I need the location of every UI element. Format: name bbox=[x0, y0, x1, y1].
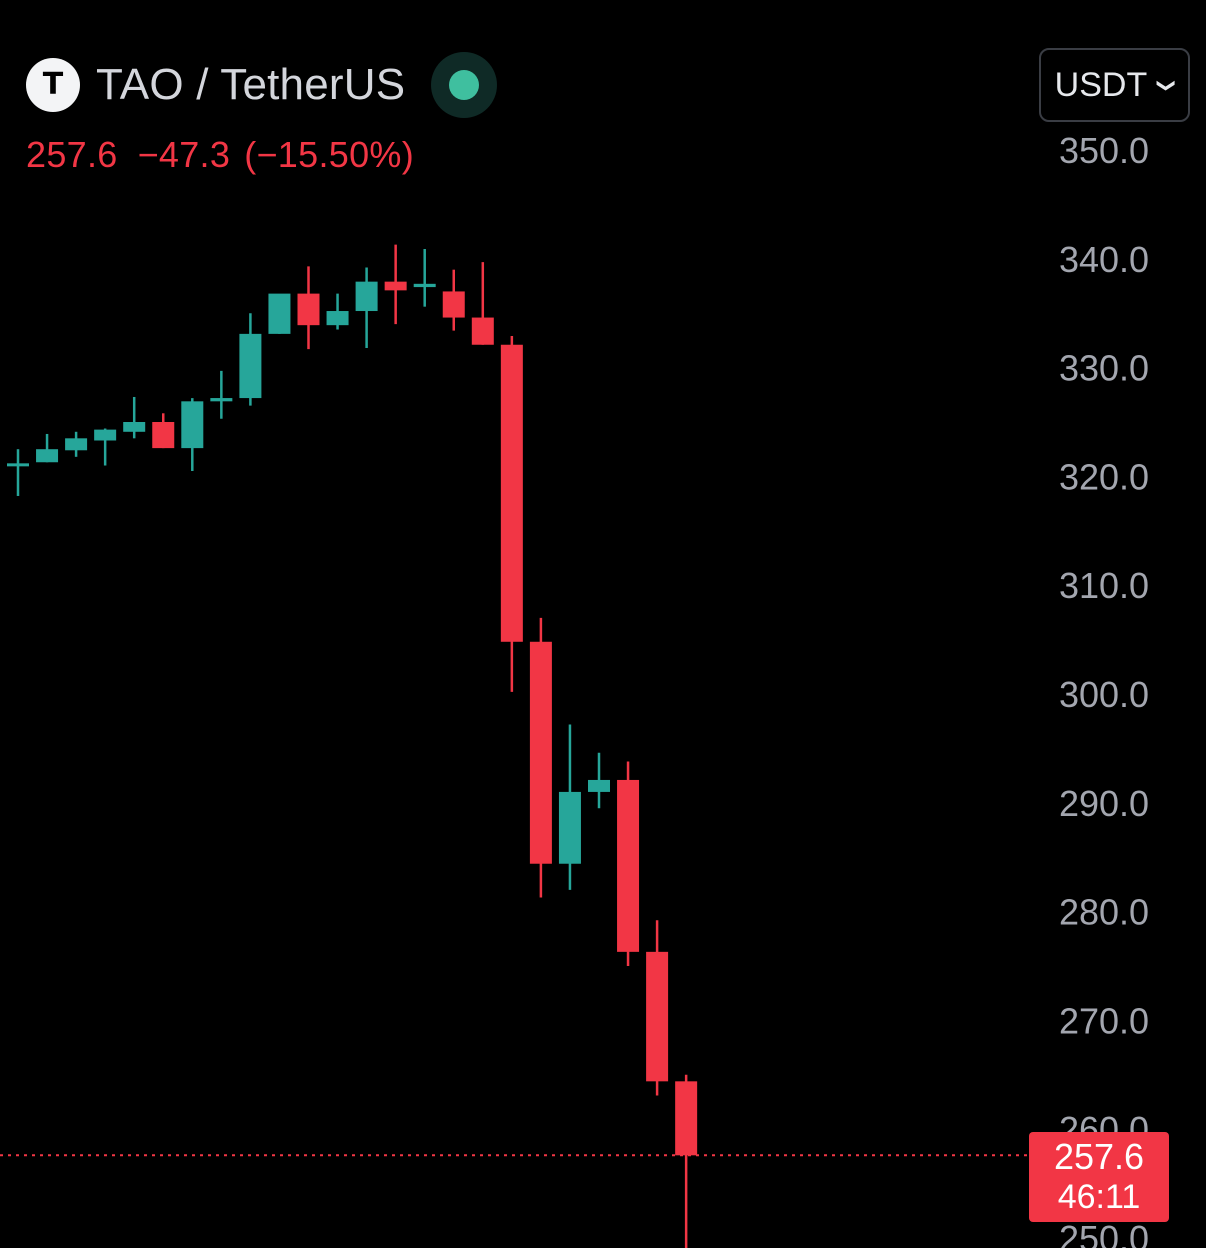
price-axis-tick: 330.0 bbox=[1059, 348, 1149, 389]
candle-body bbox=[384, 281, 407, 291]
candle[interactable] bbox=[7, 449, 29, 496]
candle-body bbox=[297, 293, 320, 326]
candle-body bbox=[94, 429, 117, 441]
candle-body bbox=[355, 281, 378, 312]
candle[interactable] bbox=[471, 262, 494, 345]
candle-body bbox=[152, 422, 175, 449]
price-change: −47.3 bbox=[137, 134, 231, 175]
price-change-percent: (−15.50%) bbox=[244, 134, 414, 175]
price-axis-tick: 270.0 bbox=[1059, 1000, 1149, 1041]
price-axis-tick: 300.0 bbox=[1059, 674, 1149, 715]
candle[interactable] bbox=[94, 428, 117, 466]
candle[interactable] bbox=[326, 293, 349, 330]
candle-body bbox=[36, 449, 59, 463]
candle-body bbox=[65, 438, 88, 451]
candle-body bbox=[471, 317, 494, 345]
candle-body bbox=[588, 779, 610, 792]
pair-title[interactable]: TAO / TetherUS bbox=[96, 60, 406, 109]
candle[interactable] bbox=[500, 336, 523, 692]
price-axis-tick: 310.0 bbox=[1059, 565, 1149, 606]
candle-body bbox=[181, 401, 204, 449]
candle[interactable] bbox=[297, 266, 320, 350]
candle[interactable] bbox=[65, 431, 88, 457]
price-axis-tick: 340.0 bbox=[1059, 239, 1149, 280]
candle[interactable] bbox=[355, 267, 378, 349]
price-axis-tick: 350.0 bbox=[1059, 130, 1149, 171]
price-axis-tick: 320.0 bbox=[1059, 456, 1149, 497]
candle[interactable] bbox=[181, 398, 204, 471]
candle[interactable] bbox=[442, 269, 465, 331]
chevron-down-icon: ❯ bbox=[1157, 77, 1178, 93]
candle[interactable] bbox=[529, 617, 552, 898]
logo-glyph: T bbox=[42, 67, 64, 102]
candle[interactable] bbox=[384, 244, 407, 325]
tao-logo-icon: T bbox=[26, 58, 80, 112]
candle-body bbox=[268, 293, 291, 334]
candle[interactable] bbox=[36, 433, 59, 463]
candle-body bbox=[675, 1081, 698, 1156]
candles-layer bbox=[7, 244, 698, 1248]
candle-body bbox=[239, 333, 262, 399]
candle[interactable] bbox=[152, 413, 175, 449]
candle[interactable] bbox=[588, 752, 610, 809]
last-price: 257.6 bbox=[26, 134, 118, 175]
candle-body bbox=[529, 641, 552, 864]
candle-body bbox=[558, 791, 581, 864]
price-axis: 350.0 340.0 330.0 320.0 310.0 300.0 290.0 280.0… bbox=[1059, 130, 1149, 1248]
candle-body bbox=[413, 283, 436, 288]
candle-countdown: 46:11 bbox=[1057, 1178, 1141, 1216]
candle-body bbox=[123, 422, 146, 432]
candle-body bbox=[500, 344, 523, 642]
candle-body bbox=[7, 463, 29, 467]
candle-body bbox=[646, 951, 669, 1082]
candle[interactable] bbox=[413, 249, 436, 307]
candle[interactable] bbox=[123, 396, 146, 439]
price-axis-tick: 250.0 bbox=[1059, 1218, 1149, 1248]
candle[interactable] bbox=[558, 724, 581, 890]
candle[interactable] bbox=[675, 1074, 698, 1248]
status-dot-icon bbox=[449, 70, 480, 100]
market-status-indicator bbox=[431, 52, 498, 118]
candle-body bbox=[442, 291, 465, 318]
candle-body bbox=[326, 311, 349, 326]
candle[interactable] bbox=[239, 313, 262, 406]
chart-header: T TAO / TetherUS bbox=[26, 52, 498, 118]
candle[interactable] bbox=[268, 293, 291, 334]
candle-body bbox=[210, 398, 233, 402]
price-quote: 257.6 −47.3 (−15.50%) bbox=[26, 134, 434, 176]
last-price-badge: 257.6 46:11 bbox=[1029, 1132, 1169, 1222]
price-axis-tick: 280.0 bbox=[1059, 892, 1149, 933]
price-axis-tick: 290.0 bbox=[1059, 783, 1149, 824]
candle[interactable] bbox=[210, 370, 233, 419]
candle[interactable] bbox=[646, 920, 669, 1096]
currency-selector[interactable]: USDT ❯ bbox=[1039, 48, 1190, 122]
candle-body bbox=[617, 779, 640, 952]
badge-price: 257.6 bbox=[1053, 1136, 1145, 1177]
candle[interactable] bbox=[617, 761, 640, 966]
currency-label: USDT bbox=[1054, 65, 1148, 104]
